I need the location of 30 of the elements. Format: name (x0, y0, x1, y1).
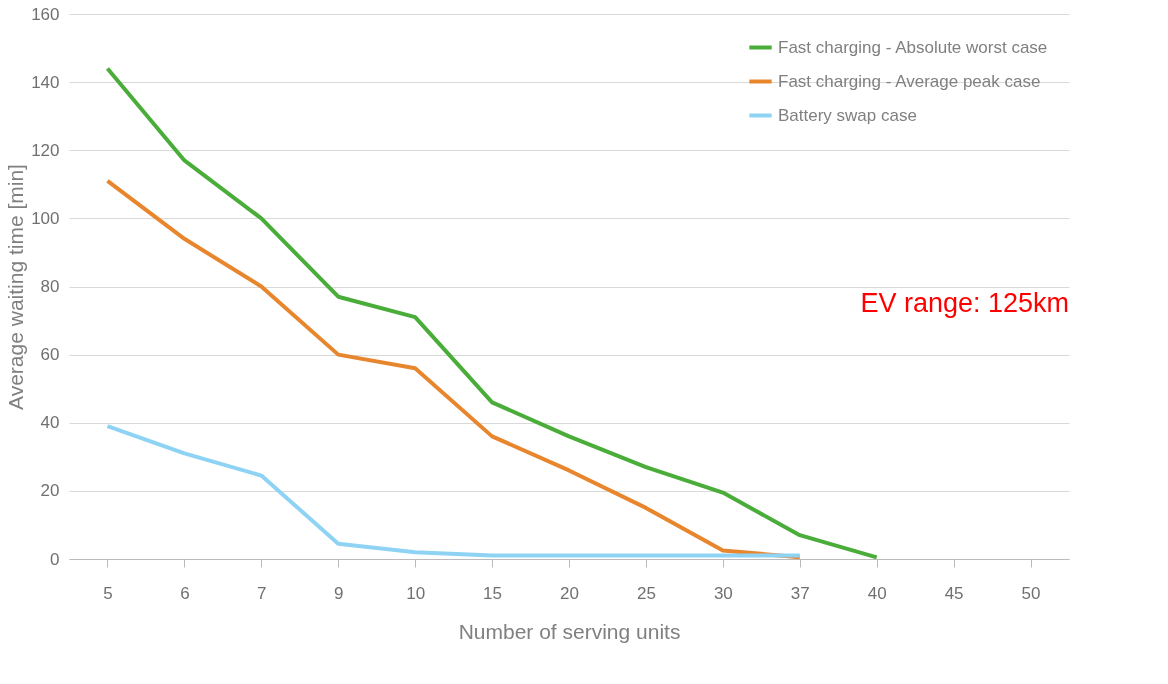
y-tick-label: 20 (40, 481, 60, 501)
x-tick-label: 37 (790, 583, 810, 603)
x-tick-label: 15 (483, 583, 503, 603)
line-series (105, 424, 802, 558)
x-tick-label: 50 (1021, 583, 1041, 603)
x-tick-label: 40 (867, 583, 887, 603)
y-tick-label: 40 (40, 413, 60, 433)
legend-label: Fast charging - Absolute worst case (778, 37, 1048, 57)
y-tick-label: 100 (31, 208, 60, 228)
y-axis-title: Average waiting time [min] (4, 164, 28, 410)
x-tick-label: 30 (713, 583, 733, 603)
annotation: EV range: 125km (860, 288, 1069, 318)
legend-label: Battery swap case (778, 105, 917, 125)
x-tick-label: 45 (944, 583, 964, 603)
x-tick-label: 7 (257, 583, 267, 603)
y-tick-label: 160 (31, 4, 60, 24)
y-tick-label: 140 (31, 72, 60, 92)
y-tick-label: 80 (40, 277, 60, 296)
x-tick-label: 10 (406, 583, 426, 603)
x-tick-label: 6 (180, 583, 190, 603)
x-tick-label: 9 (334, 583, 344, 603)
y-tick-label: 120 (31, 140, 60, 160)
line-series (105, 178, 802, 560)
y-tick-label: 0 (50, 549, 60, 569)
x-axis-title: Number of serving units (458, 619, 681, 643)
x-tick-label: 20 (560, 583, 579, 603)
x-tick-label: 25 (636, 583, 656, 603)
y-tick-label: 60 (40, 345, 60, 365)
legend-label: Fast charging - Average peak case (778, 71, 1041, 91)
x-tick-label: 5 (103, 583, 113, 603)
